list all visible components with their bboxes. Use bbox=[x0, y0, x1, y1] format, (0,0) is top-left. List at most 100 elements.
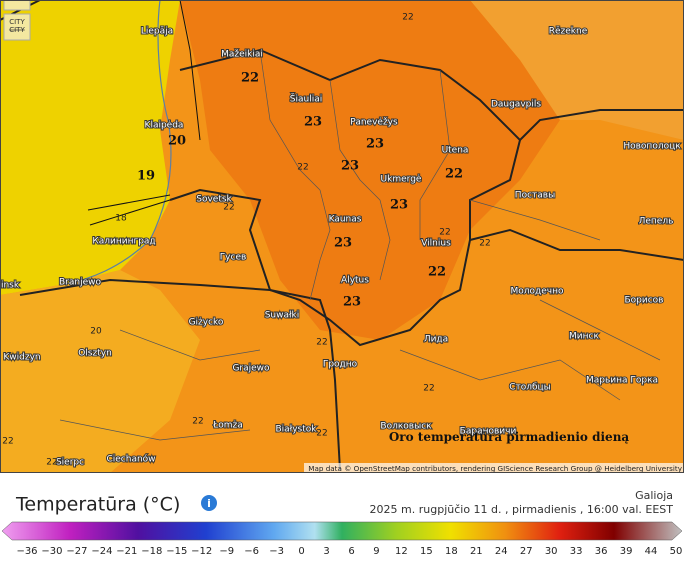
city-label: Białystok bbox=[275, 425, 317, 435]
small-temperature-value: 20 bbox=[90, 327, 102, 337]
toggle-label: CITY bbox=[9, 26, 25, 34]
scale-tick-label: 18 bbox=[445, 546, 458, 557]
coastline bbox=[59, 0, 172, 286]
small-temperature-value: 18 bbox=[115, 214, 127, 224]
map-control[interactable] bbox=[3, 0, 31, 11]
warm-area bbox=[0, 270, 200, 473]
scale-tick-label: 27 bbox=[520, 546, 533, 557]
city-label: Branjewo bbox=[59, 278, 101, 288]
small-temperature-value: 22 bbox=[46, 458, 57, 468]
temperature-value: 23 bbox=[390, 198, 408, 213]
small-temperature-value: 22 bbox=[316, 429, 327, 439]
city-label: Grajewo bbox=[232, 364, 270, 374]
city-label: Kwidzyn bbox=[3, 353, 40, 363]
scale-tick-label: 36 bbox=[595, 546, 608, 557]
temperature-value: 23 bbox=[334, 236, 352, 251]
scale-tick-label: 39 bbox=[620, 546, 633, 557]
scale-tick-label: −36 bbox=[16, 546, 37, 557]
scale-tick-label: 0 bbox=[298, 546, 304, 557]
city-label: Поставы bbox=[515, 191, 555, 201]
city-label: Марьина Горка bbox=[586, 376, 658, 386]
scale-ticks: −36 −30 −27 −24 −21 −18 −15 −12 −9 −6 −3 0 3 6 9 12 15 18… bbox=[16, 546, 682, 557]
city-label: Лида bbox=[424, 335, 448, 345]
scale-tick-label: −9 bbox=[219, 546, 234, 557]
temperature-value: 23 bbox=[304, 115, 322, 130]
scale-tick-label: 44 bbox=[645, 546, 658, 557]
valid-label: Galioja bbox=[635, 489, 673, 502]
city-label: Olsztyn bbox=[78, 349, 112, 359]
city-label: Новополоцк bbox=[623, 142, 681, 152]
city-label: Giżycko bbox=[189, 318, 224, 328]
scale-tick-label: −27 bbox=[66, 546, 87, 557]
city-label: Alytus bbox=[341, 276, 369, 286]
city-label: Гродно bbox=[323, 360, 358, 370]
scale-tick-label: 3 bbox=[323, 546, 329, 557]
scale-tick-label: 15 bbox=[420, 546, 433, 557]
temperature-value: 23 bbox=[366, 137, 384, 152]
city-label: insk bbox=[1, 281, 20, 291]
temperature-values: 22 23 23 20 19 23 22 23 23 22 23 22 18 22 22 22 22 20 22 22… bbox=[2, 13, 490, 468]
valid-time: 2025 m. rugpjūčio 11 d. , pirmadienis , … bbox=[370, 503, 674, 516]
city-label: Sovetsk bbox=[196, 195, 232, 205]
country-border bbox=[0, 0, 684, 471]
small-temperature-value: 22 bbox=[297, 163, 308, 173]
attribution: Map data © OpenStreetMap contributors, r… bbox=[308, 464, 682, 473]
city-label: Волковыск bbox=[380, 422, 432, 432]
scale-tick-label: 6 bbox=[348, 546, 354, 557]
scale-tick-label: −24 bbox=[91, 546, 112, 557]
scale-tick-label: −21 bbox=[116, 546, 137, 557]
small-temperature-value: 22 bbox=[402, 13, 413, 23]
scale-tick-label: −3 bbox=[269, 546, 284, 557]
city-label: Šiauliai bbox=[290, 93, 322, 105]
city-label: Mažeikiai bbox=[221, 50, 263, 60]
color-scale bbox=[1, 521, 683, 541]
city-label: Молодечно bbox=[511, 287, 564, 297]
city-label: Rēzekne bbox=[549, 27, 588, 37]
info-icon-label: i bbox=[207, 497, 211, 510]
scale-tick-label: −15 bbox=[166, 546, 187, 557]
city-label: Ukmergė bbox=[381, 175, 422, 185]
map: Liepāja Mažeikiai Rēzekne Šiauliai Panevėžys… bbox=[0, 0, 684, 473]
temperature-value: 23 bbox=[341, 159, 359, 174]
city-label: Ciechanów bbox=[106, 454, 155, 465]
city-label: Utena bbox=[442, 146, 469, 156]
sea-area bbox=[0, 0, 180, 295]
map-caption: Oro temperatūra pirmadienio dieną bbox=[389, 430, 630, 444]
city-label: Барановичи bbox=[460, 427, 517, 437]
city-label: Борисов bbox=[624, 296, 663, 306]
legend-title: Temperatūra (°C) bbox=[15, 494, 180, 516]
temperature-value: 22 bbox=[241, 71, 259, 86]
temperature-value: 23 bbox=[343, 295, 361, 310]
hot-area bbox=[180, 0, 560, 340]
country-border bbox=[169, 48, 522, 347]
road bbox=[87, 0, 201, 226]
city-label: Лепель bbox=[639, 217, 674, 227]
city-label: Panevėžys bbox=[350, 118, 398, 128]
city-label: Калининград bbox=[92, 237, 155, 247]
info-icon[interactable] bbox=[201, 495, 217, 511]
temperature-value: 19 bbox=[137, 169, 155, 184]
scale-tick-label: −30 bbox=[41, 546, 62, 557]
city-labels: Liepāja Mažeikiai Rēzekne Šiauliai Panevėžys… bbox=[0, 26, 682, 469]
city-label: Столбцы bbox=[509, 383, 551, 393]
scale-tick-label: −12 bbox=[191, 546, 212, 557]
city-label: Klaipėda bbox=[145, 121, 184, 131]
scale-tick-label: 24 bbox=[495, 546, 508, 557]
scale-tick-label: 50 bbox=[670, 546, 683, 557]
small-temperature-value: 22 bbox=[2, 437, 13, 447]
temperature-value: 22 bbox=[428, 265, 446, 280]
region-border bbox=[59, 49, 661, 441]
city-toggle[interactable] bbox=[3, 13, 31, 41]
city-label: Sierpc bbox=[56, 458, 84, 468]
small-temperature-value: 22 bbox=[223, 203, 234, 213]
city-label: Łomża bbox=[212, 421, 243, 431]
city-label: Kaunas bbox=[329, 215, 362, 225]
scale-tick-label: 21 bbox=[470, 546, 483, 557]
scale-tick-label: 9 bbox=[373, 546, 379, 557]
attribution-box bbox=[304, 463, 684, 473]
small-temperature-value: 22 bbox=[423, 384, 434, 394]
small-temperature-value: 22 bbox=[192, 417, 203, 427]
temperature-value: 22 bbox=[445, 167, 463, 182]
